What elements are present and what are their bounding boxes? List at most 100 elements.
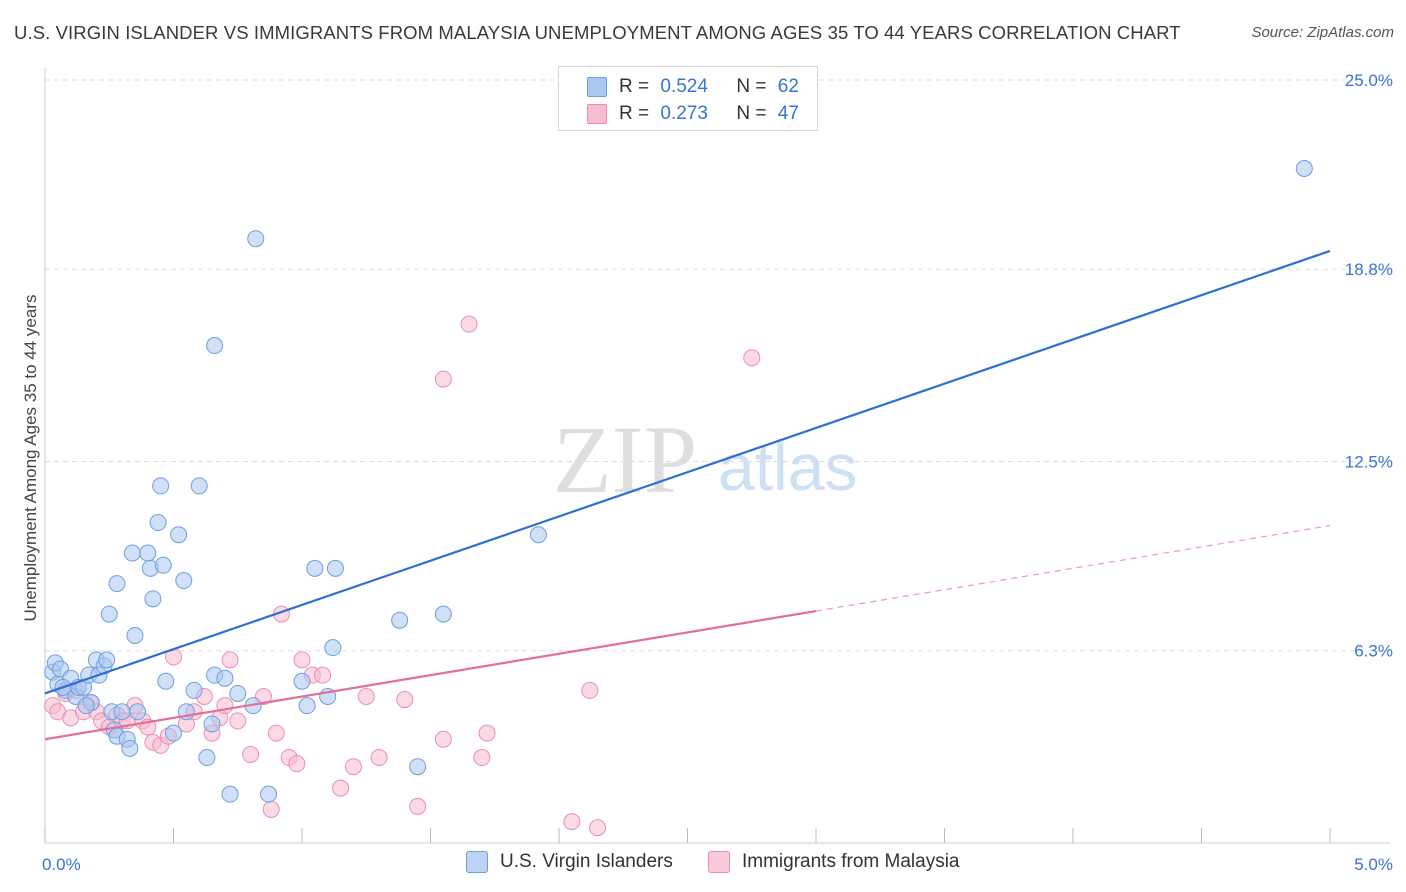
malaysia-point [478,724,496,742]
virgin-islander-point [126,626,144,644]
virgin-islander-point [206,337,224,355]
legend-row-blue: R = 0.524 N = 62 [587,75,799,99]
malaysia-point [242,745,260,763]
legend-item-virgin-islanders[interactable]: U.S. Virgin Islanders [466,851,673,873]
malaysia-swatch [708,851,730,873]
series-legend: U.S. Virgin Islanders Immigrants from Ma… [0,851,1406,879]
pink-n-label: N = [736,103,772,124]
malaysia-points [44,315,761,837]
x-tick-label: 0.0% [42,855,81,874]
virgin-islander-point [306,559,324,577]
virgin-islander-point [157,672,175,690]
y-tick-label: 25.0% [1345,71,1393,90]
virgin-islander-point [113,703,131,721]
malaysia-point [563,813,581,831]
malaysia-point [589,819,607,837]
virgin-islander-point [152,477,170,495]
x-tick-label: 5.0% [1354,855,1393,874]
virgin-islander-point [198,749,216,767]
malaysia-point [581,681,599,699]
malaysia-point [267,724,285,742]
virgin-islander-point [229,684,247,702]
virgin-islander-point [247,230,265,248]
pink-n-value: 47 [777,103,799,124]
virgin-islander-point [77,697,95,715]
virgin-islander-point [139,544,157,562]
tick-labels: 6.3% 12.5% 18.8% 25.0% 0.0% 5.0% [42,71,1393,874]
trend-lines [44,249,1331,741]
malaysia-point [262,800,280,818]
virgin-islander-point [203,715,221,733]
watermark-zip: ZIP [553,406,697,513]
virgin-islander-point [175,572,193,590]
watermark: ZIP atlas [553,406,857,513]
virgin-islander-points [44,160,1313,803]
virgin-islander-point [434,605,452,623]
malaysia-point [221,651,239,669]
virgin-islander-point [100,605,118,623]
malaysia-point [370,749,388,767]
pink-r-value: 0.273 [660,103,708,124]
y-axis-label: Unemployment Among Ages 35 to 44 years [21,295,40,622]
virgin-islander-point [154,556,172,574]
malaysia-point [332,779,350,797]
virgin-islander-point [221,785,239,803]
malaysia-point [344,758,362,776]
virgin-islander-point [529,526,547,544]
virgin-islander-point [391,611,409,629]
malaysia-point [314,666,332,684]
malaysia-label: Immigrants from Malaysia [742,851,960,872]
virgin-islanders-label: U.S. Virgin Islanders [500,851,673,872]
blue-swatch [587,77,607,97]
virgin-islander-point [121,739,139,757]
virgin-islander-point [324,639,342,657]
virgin-islander-point [1295,160,1313,178]
malaysia-point [293,651,311,669]
pink-r-label: R = [619,103,655,124]
gridlines [45,79,1390,652]
virgin-islander-point [129,703,147,721]
malaysia-point [229,712,247,730]
malaysia-point [434,730,452,748]
virgin-islander-point [170,526,188,544]
y-tick-label: 12.5% [1345,453,1393,472]
blue-n-label: N = [736,76,772,97]
virgin-islanders-swatch [466,851,488,873]
virgin-islander-point [123,544,141,562]
watermark-atlas: atlas [718,430,857,504]
virgin-islander-point [98,651,116,669]
virgin-islander-point [108,575,126,593]
pink-swatch [587,104,607,124]
malaysia-point [743,349,761,367]
legend-row-pink: R = 0.273 N = 47 [587,102,799,126]
virgin-islander-point [216,669,234,687]
malaysia-point [288,755,306,773]
y-tick-label: 6.3% [1354,642,1393,661]
virgin-islander-point [144,590,162,608]
y-tick-label: 18.8% [1345,260,1393,279]
blue-r-value: 0.524 [660,76,708,97]
malaysia-point [460,315,478,333]
virgin-islander-trend-line [44,249,1331,695]
malaysia-point [409,797,427,815]
blue-r-label: R = [619,76,655,97]
malaysia-trend-line [44,609,817,741]
axes [44,68,1390,844]
virgin-islander-point [165,724,182,742]
virgin-islander-point [149,514,167,532]
virgin-islander-point [326,559,344,577]
virgin-islander-point [298,697,316,715]
virgin-islander-point [190,477,208,495]
malaysia-point [357,688,375,706]
malaysia-point [396,691,414,709]
blue-n-value: 62 [777,76,799,97]
virgin-islander-point [409,758,427,776]
virgin-islander-point [293,672,311,690]
malaysia-point [434,370,452,388]
chart-title: U.S. VIRGIN ISLANDER VS IMMIGRANTS FROM … [14,22,1181,43]
virgin-islander-point [185,681,203,699]
correlation-legend: R = 0.524 N = 62 R = 0.273 N = 47 [558,66,818,131]
virgin-islander-point [260,785,278,803]
legend-item-malaysia[interactable]: Immigrants from Malaysia [708,851,960,873]
